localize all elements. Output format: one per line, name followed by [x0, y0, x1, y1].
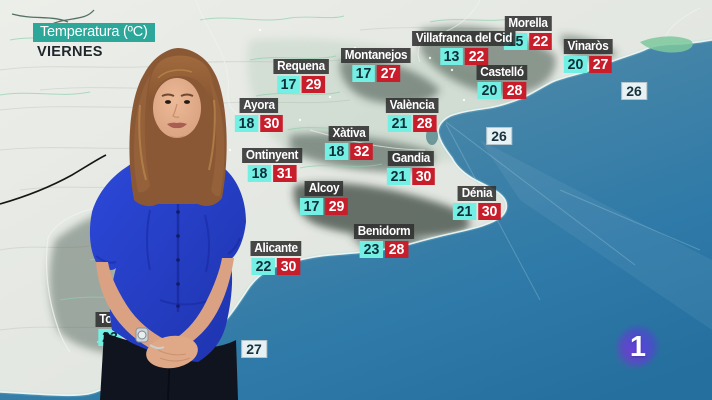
max-temp: 28: [412, 115, 437, 132]
min-temp: 18: [234, 115, 259, 132]
max-temp: 30: [477, 203, 502, 220]
max-temp: 32: [349, 143, 374, 160]
min-temp: 17: [351, 65, 376, 82]
min-temp: 22: [251, 258, 276, 275]
sea-temp-badge: 26: [621, 82, 647, 100]
presenter-face-features: [161, 93, 194, 138]
city-name: Requena: [273, 59, 329, 74]
min-temp: 21: [386, 168, 411, 185]
city-name: Xàtiva: [328, 126, 370, 141]
min-temp: 20: [477, 82, 502, 99]
city-temps: 23 28: [354, 241, 414, 258]
city-name: Ontinyent: [242, 148, 302, 163]
city-temps: 13 22: [412, 48, 516, 65]
presenter-face: [153, 78, 201, 138]
max-temp: 22: [464, 48, 489, 65]
presenter-bracelet: [149, 344, 165, 350]
max-temp: 27: [376, 65, 401, 82]
presenter-watch-face: [137, 330, 147, 340]
max-temp: 27: [588, 56, 613, 73]
city-label: Xàtiva 18 32: [324, 124, 374, 160]
city-name: Vinaròs: [563, 39, 613, 54]
sea-glint: [480, 140, 712, 330]
temperature-header: Temperatura (ºC): [33, 23, 155, 42]
min-temp: 21: [452, 203, 477, 220]
presenter-hair-fringe: [148, 55, 215, 117]
city-name: Benidorm: [353, 224, 415, 239]
presenter-hair-lock-left: [134, 75, 150, 193]
presenter-hair-highlights: [138, 69, 216, 181]
region-border: [0, 154, 107, 205]
max-temp: 31: [272, 165, 297, 182]
city-temps: 18 31: [242, 165, 302, 182]
city-temps: 17 29: [299, 198, 349, 215]
city-label: Benidorm 23 28: [353, 222, 415, 258]
min-temp: 21: [387, 115, 412, 132]
presenter-hair-lock-right: [206, 72, 225, 197]
city-name: Alicante: [250, 241, 302, 256]
city-label: Villafranca del Cid 13 22: [412, 29, 516, 65]
city-temps: 20 27: [563, 56, 613, 73]
city-name: Montanejos: [341, 48, 411, 63]
max-temp: 30: [276, 258, 301, 275]
city-temps: 21 30: [386, 168, 436, 185]
presenter-buttons: [176, 210, 180, 308]
city-label: Ayora 18 30: [234, 96, 284, 132]
city-temps: 17 27: [341, 65, 411, 82]
min-temp: 17: [299, 198, 324, 215]
city-label: Castelló 20 28: [476, 63, 528, 99]
city-name: Morella: [504, 16, 552, 31]
city-name: Ayora: [239, 98, 279, 113]
city-name: Gandia: [388, 151, 434, 166]
max-temp: 22: [528, 33, 553, 50]
city-label: Gandia 21 30: [386, 149, 436, 185]
city-label: Alicante 22 30: [250, 239, 302, 275]
city-temps: 18 30: [234, 115, 284, 132]
max-temp: 29: [324, 198, 349, 215]
sea-temp-badge: 26: [486, 127, 512, 145]
city-label: Ontinyent 18 31: [242, 146, 302, 182]
min-temp: 18: [324, 143, 349, 160]
min-temp: 17: [276, 76, 301, 93]
min-temp: 13: [439, 48, 464, 65]
city-label: Requena 17 29: [273, 57, 329, 93]
city-name: Alcoy: [304, 181, 344, 196]
presenter-blouse-folds: [95, 209, 241, 306]
city-label: Alcoy 17 29: [299, 179, 349, 215]
presenter-finger-lines: [157, 349, 191, 362]
city-name: Dénia: [457, 186, 497, 201]
sea: [0, 40, 712, 400]
max-temp: 28: [502, 82, 527, 99]
max-temp: 29: [301, 76, 326, 93]
min-temp: 23: [359, 241, 384, 258]
sea-temp-badge: 27: [241, 340, 267, 358]
city-label: València 21 28: [385, 96, 439, 132]
city-temps: 21 30: [452, 203, 502, 220]
presenter-left-forearm: [96, 262, 166, 352]
presenter-right-forearm: [176, 258, 234, 348]
day-label: VIERNES: [37, 44, 103, 60]
city-name: Castelló: [476, 65, 528, 80]
city-temps: 20 28: [477, 82, 528, 99]
city-label: Dénia 21 30: [452, 184, 502, 220]
max-temp: 28: [384, 241, 409, 258]
city-temps: 22 30: [251, 258, 302, 275]
city-name: Villafranca del Cid: [412, 31, 516, 46]
min-temp: 18: [247, 165, 272, 182]
ebro-delta: [640, 36, 693, 53]
city-label: Vinaròs 20 27: [563, 37, 613, 73]
min-temp: 20: [563, 56, 588, 73]
city-temps: 17 29: [273, 76, 328, 93]
max-temp: 30: [259, 115, 284, 132]
city-temps: 18 32: [324, 143, 374, 160]
la1-logo-numeral: 1: [629, 330, 647, 363]
city-label: Montanejos 17 27: [341, 46, 411, 82]
max-temp: 30: [411, 168, 436, 185]
city-temps: 21 28: [386, 115, 438, 132]
la1-channel-logo: 1: [615, 324, 661, 370]
city-name: València: [385, 98, 439, 113]
